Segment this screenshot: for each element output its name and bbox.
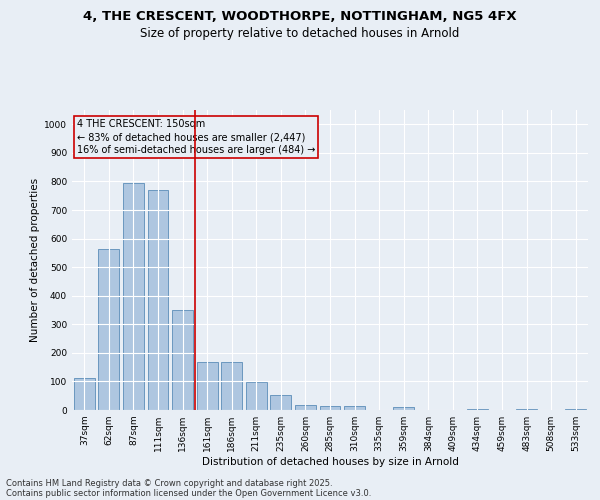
Text: Size of property relative to detached houses in Arnold: Size of property relative to detached ho… xyxy=(140,28,460,40)
Text: 4, THE CRESCENT, WOODTHORPE, NOTTINGHAM, NG5 4FX: 4, THE CRESCENT, WOODTHORPE, NOTTINGHAM,… xyxy=(83,10,517,23)
Bar xyxy=(295,405,316,410)
Bar xyxy=(271,395,292,410)
Bar xyxy=(148,190,169,410)
Bar xyxy=(197,362,218,410)
Bar xyxy=(344,406,365,410)
Bar xyxy=(221,362,242,410)
Text: Contains public sector information licensed under the Open Government Licence v3: Contains public sector information licen… xyxy=(6,488,371,498)
Bar xyxy=(172,310,193,410)
Bar xyxy=(246,382,267,410)
Bar xyxy=(516,408,537,410)
Text: Contains HM Land Registry data © Crown copyright and database right 2025.: Contains HM Land Registry data © Crown c… xyxy=(6,478,332,488)
Bar xyxy=(98,249,119,410)
X-axis label: Distribution of detached houses by size in Arnold: Distribution of detached houses by size … xyxy=(202,457,458,467)
Bar xyxy=(74,378,95,410)
Y-axis label: Number of detached properties: Number of detached properties xyxy=(30,178,40,342)
Bar xyxy=(393,407,414,410)
Bar xyxy=(123,184,144,410)
Bar xyxy=(320,406,340,410)
Bar xyxy=(565,408,586,410)
Bar xyxy=(467,408,488,410)
Text: 4 THE CRESCENT: 150sqm
← 83% of detached houses are smaller (2,447)
16% of semi-: 4 THE CRESCENT: 150sqm ← 83% of detached… xyxy=(77,119,316,156)
